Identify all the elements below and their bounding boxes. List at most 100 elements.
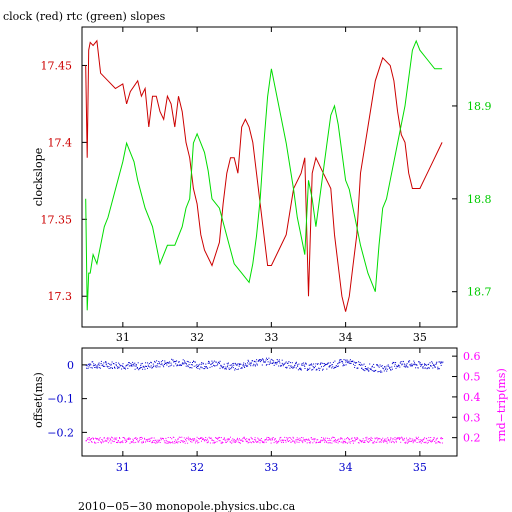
roundtrip-point: [316, 442, 318, 444]
roundtrip-point: [256, 441, 258, 442]
roundtrip-point: [212, 439, 213, 441]
offset-point: [160, 361, 162, 363]
offset-point: [158, 361, 160, 362]
roundtrip-point: [105, 439, 107, 441]
roundtrip-point: [98, 439, 100, 441]
offset-point: [365, 368, 367, 370]
roundtrip-point: [111, 436, 112, 438]
roundtrip-point: [86, 440, 87, 442]
offset-point: [214, 365, 215, 367]
offset-point: [161, 363, 163, 365]
offset-point: [129, 365, 131, 367]
offset-point: [175, 363, 177, 365]
offset-point: [389, 366, 391, 368]
top-x-tick-label: 31: [116, 331, 130, 344]
roundtrip-point: [370, 438, 372, 440]
roundtrip-point: [222, 442, 224, 443]
offset-point: [381, 371, 383, 373]
roundtrip-point: [408, 439, 410, 441]
offset-point: [413, 364, 415, 366]
roundtrip-point: [296, 437, 298, 439]
roundtrip-point: [93, 438, 94, 440]
roundtrip-point: [417, 438, 418, 440]
roundtrip-point: [209, 442, 211, 444]
offset-point: [121, 365, 123, 367]
offset-point: [187, 366, 189, 368]
offset-point: [233, 364, 235, 366]
roundtrip-point: [152, 442, 154, 443]
roundtrip-point: [201, 437, 203, 438]
roundtrip-point: [366, 438, 368, 440]
roundtrip-point: [360, 440, 362, 442]
roundtrip-point: [343, 441, 345, 442]
roundtrip-point: [361, 441, 363, 443]
roundtrip-point: [116, 437, 118, 439]
roundtrip-point: [272, 439, 273, 441]
roundtrip-point: [302, 437, 304, 439]
offset-point: [401, 364, 403, 366]
offset-point: [310, 364, 312, 366]
roundtrip-point: [376, 437, 377, 439]
roundtrip-point: [436, 438, 438, 440]
roundtrip-point: [176, 442, 178, 443]
offset-point: [432, 365, 434, 366]
offset-point: [347, 361, 349, 363]
offset-point: [419, 362, 421, 364]
offset-point: [294, 364, 296, 366]
offset-point: [242, 364, 244, 366]
roundtrip-point: [183, 441, 185, 442]
offset-point: [349, 362, 351, 364]
roundtrip-point: [151, 437, 153, 439]
roundtrip-point: [364, 441, 366, 443]
offset-point: [110, 363, 112, 365]
roundtrip-point: [195, 439, 197, 441]
roundtrip-point: [203, 439, 205, 441]
offset-point: [86, 367, 88, 369]
offset-point: [432, 362, 433, 364]
roundtrip-point: [144, 438, 146, 440]
roundtrip-point: [313, 440, 315, 442]
roundtrip-point: [128, 438, 130, 440]
offset-point: [208, 362, 210, 364]
roundtrip-point: [331, 442, 333, 444]
offset-point: [197, 365, 199, 367]
bottom-y2-tick-label: 0.6: [463, 350, 481, 363]
roundtrip-point: [217, 437, 219, 439]
offset-point: [231, 365, 233, 367]
top-y2-tick-label: 18.9: [467, 100, 492, 113]
offset-point: [297, 364, 299, 366]
roundtrip-point: [140, 437, 141, 438]
roundtrip-point: [324, 441, 326, 443]
offset-point: [122, 363, 124, 365]
roundtrip-point: [378, 441, 380, 443]
offset-point: [348, 362, 350, 364]
roundtrip-point: [112, 441, 114, 443]
offset-point: [374, 370, 376, 372]
roundtrip-point: [396, 438, 398, 440]
roundtrip-point: [441, 442, 443, 444]
roundtrip-point: [213, 442, 215, 444]
offset-point: [367, 367, 369, 369]
offset-point: [349, 359, 351, 361]
roundtrip-point: [246, 441, 248, 443]
roundtrip-point: [438, 441, 439, 442]
offset-point: [397, 366, 399, 368]
roundtrip-point: [430, 437, 432, 438]
offset-point: [168, 366, 170, 368]
offset-point: [100, 360, 102, 362]
roundtrip-point: [126, 438, 128, 440]
roundtrip-point: [119, 438, 121, 439]
offset-point: [332, 361, 334, 363]
offset-point: [416, 364, 418, 366]
roundtrip-point: [234, 441, 235, 443]
roundtrip-point: [426, 442, 428, 444]
offset-point: [127, 363, 129, 365]
offset-point: [250, 365, 252, 367]
offset-point: [207, 362, 209, 364]
offset-point: [362, 364, 364, 366]
roundtrip-point: [228, 438, 230, 440]
offset-point: [140, 367, 141, 369]
offset-point: [331, 364, 333, 366]
roundtrip-point: [110, 439, 112, 441]
